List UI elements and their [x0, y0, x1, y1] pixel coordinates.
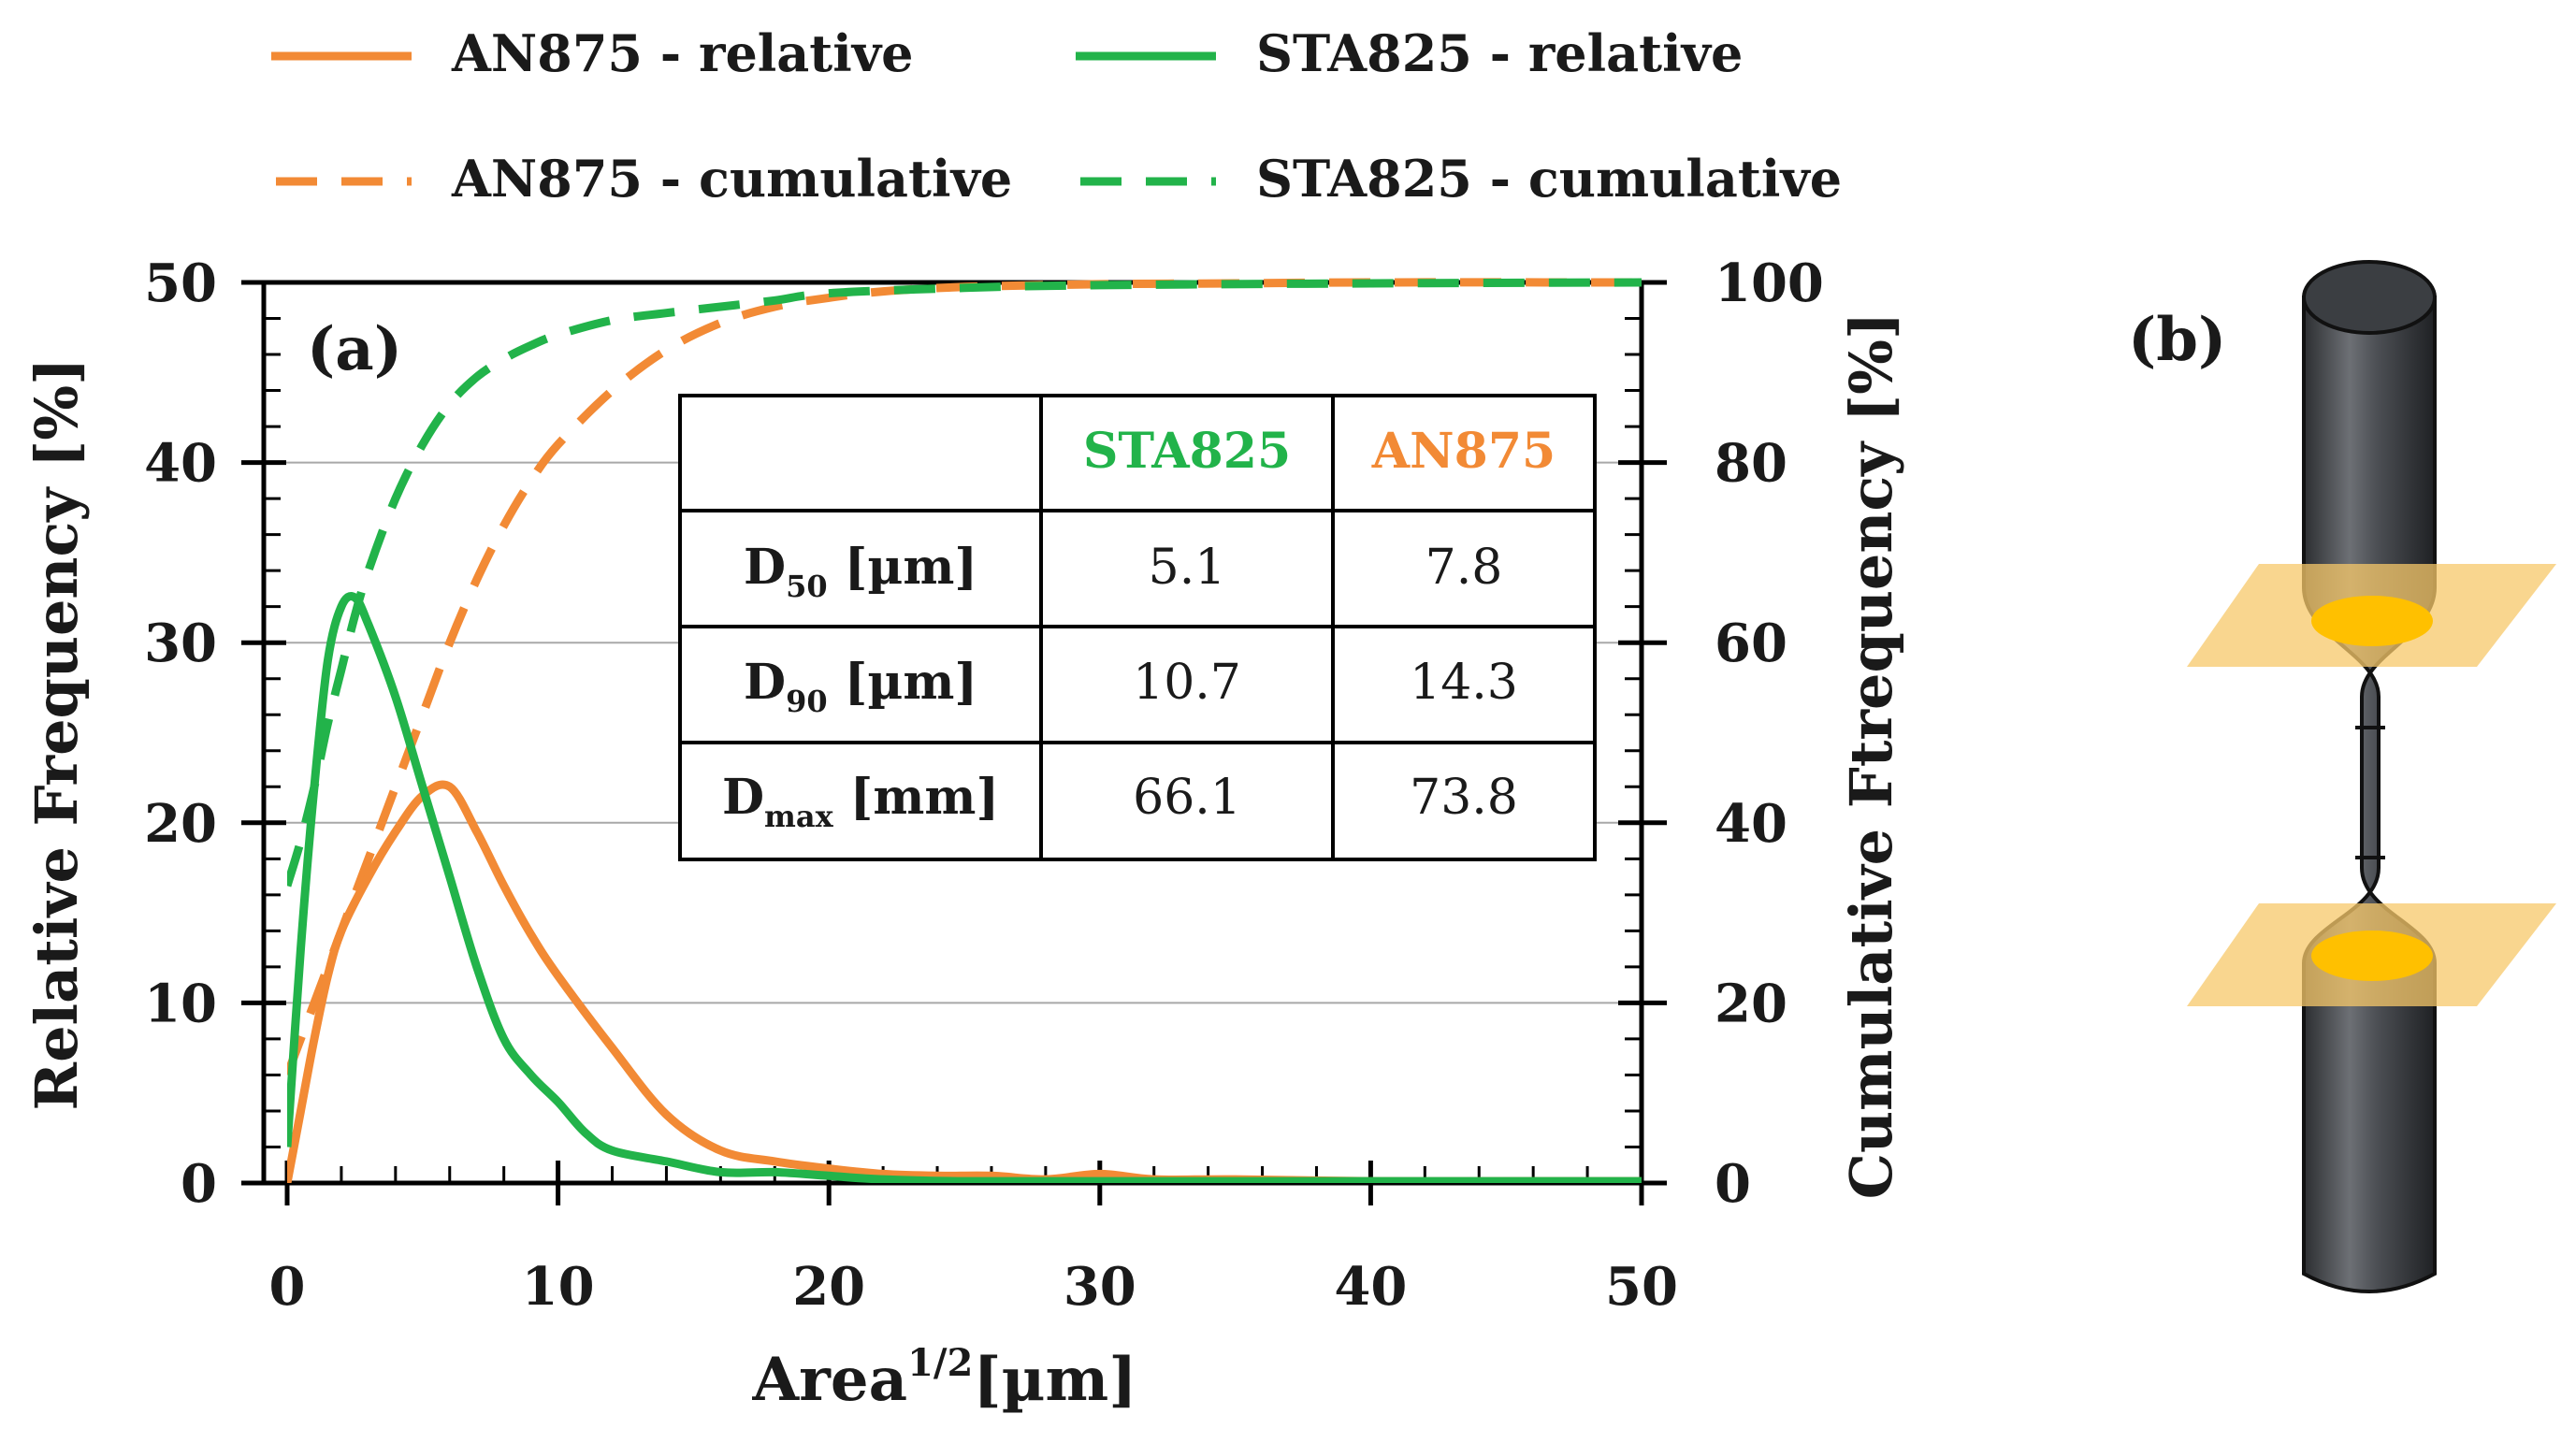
tick-labels: 0 10 20 30 40 50 0 20 40 60 80 100 0 10 20 30 40 50: [144, 253, 1824, 1318]
x-tick-label: 50: [1605, 1256, 1678, 1318]
ticks: [241, 280, 1667, 1205]
series-line-sta825-cumulative: [287, 278, 1642, 887]
specimen-top-cap: [2302, 260, 2437, 335]
table-cell: 7.8: [1425, 540, 1503, 596]
panel-label-b: (b): [2128, 305, 2226, 375]
specimen-body: [2302, 260, 2437, 1293]
table-cell: 5.1: [1149, 540, 1226, 596]
y-tick-label: 30: [144, 613, 217, 674]
plot-area: 0 10 20 30 40 50 0 20 40 60 80 100 0 10 20 30 40 50 (a) R…: [22, 253, 1905, 1415]
x-axis-title-main: Area: [752, 1345, 908, 1415]
y2-tick-label: 80: [1715, 433, 1787, 495]
x-tick-label: 10: [522, 1256, 595, 1318]
table-cell: 10.7: [1133, 655, 1241, 711]
lower-section-plane: [2187, 903, 2556, 1006]
table-row-label-dmax: Dmax [mm]: [722, 769, 999, 834]
panel-label-a: (a): [307, 314, 402, 384]
y-tick-label: 10: [144, 973, 217, 1034]
summary-table: STA825 AN875 D50 [µm] 5.1 7.8 D90 [µm] 1…: [678, 394, 1597, 861]
legend-item-an875-cumulative: AN875 - cumulative: [276, 149, 1012, 209]
y2-tick-label: 20: [1715, 973, 1787, 1034]
legend-label: AN875 - cumulative: [451, 149, 1012, 209]
cross-section-upper: [2311, 596, 2433, 646]
upper-section-plane: [2187, 564, 2556, 667]
y-tick-label: 40: [144, 433, 217, 495]
table-header-sta825: STA825: [1083, 423, 1291, 480]
legend-label: AN875 - relative: [451, 23, 914, 83]
x-axis-title: Area1/2[µm]: [752, 1341, 1137, 1415]
table-cell: 14.3: [1410, 655, 1518, 711]
legend-item-sta825-relative: STA825 - relative: [1076, 23, 1743, 83]
series-layer: [287, 278, 1642, 1183]
y2-tick-label: 60: [1715, 613, 1787, 674]
legend-item-sta825-cumulative: STA825 - cumulative: [1080, 149, 1842, 209]
x-tick-label: 0: [269, 1256, 306, 1318]
table-cell: 66.1: [1133, 770, 1241, 826]
specimen-panel: (b): [2128, 260, 2556, 1293]
x-tick-label: 30: [1064, 1256, 1136, 1318]
y-tick-label: 0: [181, 1153, 217, 1215]
legend-label: STA825 - relative: [1256, 23, 1743, 83]
y2-tick-label: 40: [1715, 793, 1787, 855]
specimen-silhouette: [2302, 296, 2437, 1293]
legend-item-an875-relative: AN875 - relative: [271, 23, 914, 83]
x-axis-title-sup: 1/2: [907, 1341, 973, 1385]
cross-section-lower: [2311, 931, 2433, 981]
y-tick-label: 20: [144, 793, 217, 855]
table-row-label-d90: D90 [µm]: [744, 654, 977, 719]
y2-tick-label: 0: [1715, 1153, 1751, 1215]
x-tick-label: 40: [1334, 1256, 1407, 1318]
y2-tick-label: 100: [1715, 253, 1824, 314]
x-axis-title-unit: [µm]: [973, 1345, 1136, 1415]
x-tick-label: 20: [792, 1256, 865, 1318]
y-axis-title: Relative Frequency [%]: [22, 358, 91, 1111]
y-tick-label: 50: [144, 253, 217, 314]
table-header-an875: AN875: [1371, 423, 1556, 480]
table-row-label-d50: D50 [µm]: [744, 539, 977, 604]
legend-label: STA825 - cumulative: [1256, 149, 1842, 209]
y2-axis-title: Cumulative Ftrequency [%]: [1837, 312, 1905, 1200]
legend: AN875 - relative STA825 - relative AN875…: [271, 23, 1842, 209]
series-line-sta825-relative: [287, 592, 1642, 1183]
table-cell: 73.8: [1410, 770, 1518, 826]
